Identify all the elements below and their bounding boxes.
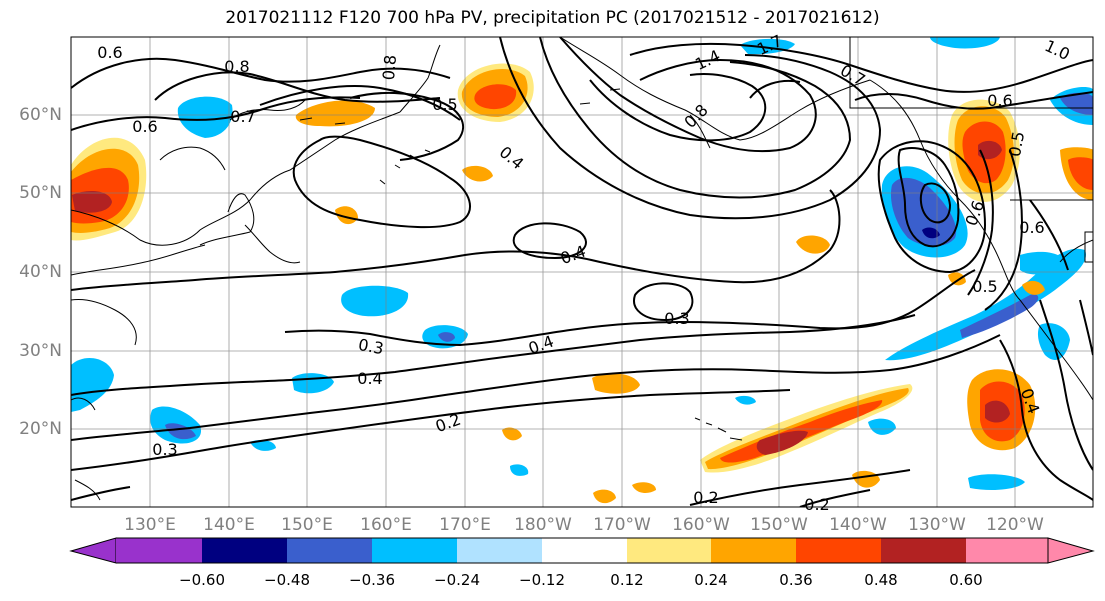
contour-label: 0.6 — [987, 91, 1012, 110]
contour-label: 0.3 — [152, 440, 177, 459]
lon-label: 160°W — [672, 515, 730, 535]
contour-label: 0.3 — [357, 335, 385, 358]
contour-label: 0.7 — [230, 107, 255, 126]
graticule — [71, 37, 1093, 507]
map-frame — [70, 36, 1094, 508]
colorbar-segment — [202, 538, 287, 563]
colorbar-segment — [627, 538, 711, 563]
lon-label: 150°W — [750, 515, 808, 535]
colorbar-tick-label: 0.60 — [949, 571, 983, 589]
colorbar-tick-label: 0.12 — [610, 571, 644, 589]
lat-label: 40°N — [19, 262, 62, 282]
map-panel — [71, 37, 1093, 507]
lon-label: 120°W — [986, 515, 1044, 535]
precip-shading — [71, 37, 1093, 504]
contour-label: 0.4 — [496, 142, 528, 173]
colorbar-tick-label: −0.36 — [349, 571, 395, 589]
colorbar-segment — [796, 538, 881, 563]
lon-label: 160°E — [360, 515, 412, 535]
colorbar-tick-label: −0.24 — [434, 571, 480, 589]
contour-label: 1.4 — [692, 46, 723, 74]
contour-label: 0.8 — [379, 54, 400, 81]
contour-label: 1.0 — [1042, 36, 1073, 64]
colorbar-tick-label: −0.12 — [519, 571, 565, 589]
colorbar-tick-label: −0.60 — [179, 571, 225, 589]
pv-contours — [71, 37, 1093, 507]
lon-label: 180°W — [514, 515, 572, 535]
contour-label: 0.8 — [224, 57, 249, 76]
contour-label: 0.7 — [837, 61, 869, 90]
lon-label: 170°W — [593, 515, 651, 535]
lon-label: 170°E — [439, 515, 491, 535]
lon-label: 130°E — [124, 515, 176, 535]
colorbar-segment — [711, 538, 796, 563]
colorbar-segment — [372, 538, 457, 563]
contour-label: 0.5 — [432, 95, 457, 114]
contour-label: 0.6 — [97, 43, 122, 62]
contour-label: 0.4 — [558, 242, 588, 269]
contour-label: 0.5 — [1005, 130, 1028, 158]
lat-label: 60°N — [19, 105, 62, 125]
colorbar-segment — [966, 538, 1048, 563]
colorbar-segment — [457, 538, 542, 563]
lat-label: 30°N — [19, 341, 62, 361]
colorbar-segment — [542, 538, 627, 563]
colorbar-tick-label: 0.48 — [864, 571, 898, 589]
figure-title: 2017021112 F120 700 hPa PV, precipitatio… — [225, 8, 880, 28]
contour-label: 0.6 — [1019, 218, 1044, 237]
lon-label: 140°W — [829, 515, 887, 535]
contour-label: 0.8 — [680, 100, 711, 131]
contour-label: 0.3 — [664, 309, 689, 328]
colorbar-tick-label: 0.36 — [779, 571, 813, 589]
contour-label: 0.2 — [804, 495, 829, 514]
lon-label: 150°E — [281, 515, 333, 535]
colorbar-segment — [287, 538, 372, 563]
colorbar-arrow-high — [1047, 537, 1095, 564]
lon-label: 130°W — [908, 515, 966, 535]
colorbar — [69, 537, 1095, 564]
colorbar-segment — [881, 538, 966, 563]
contour-label: 0.4 — [357, 369, 382, 388]
colorbar-tick-label: −0.48 — [264, 571, 310, 589]
colorbar-segment — [116, 538, 202, 563]
contour-label: 0.6 — [132, 117, 157, 136]
colorbar-tick-label: 0.24 — [694, 571, 728, 589]
lat-label: 50°N — [19, 183, 62, 203]
contour-label: 0.2 — [693, 488, 718, 507]
lat-label: 20°N — [19, 419, 62, 439]
lon-label: 140°E — [203, 515, 255, 535]
contour-label: 0.5 — [972, 277, 997, 296]
coastlines — [71, 37, 1093, 501]
colorbar-arrow-low — [69, 537, 117, 564]
